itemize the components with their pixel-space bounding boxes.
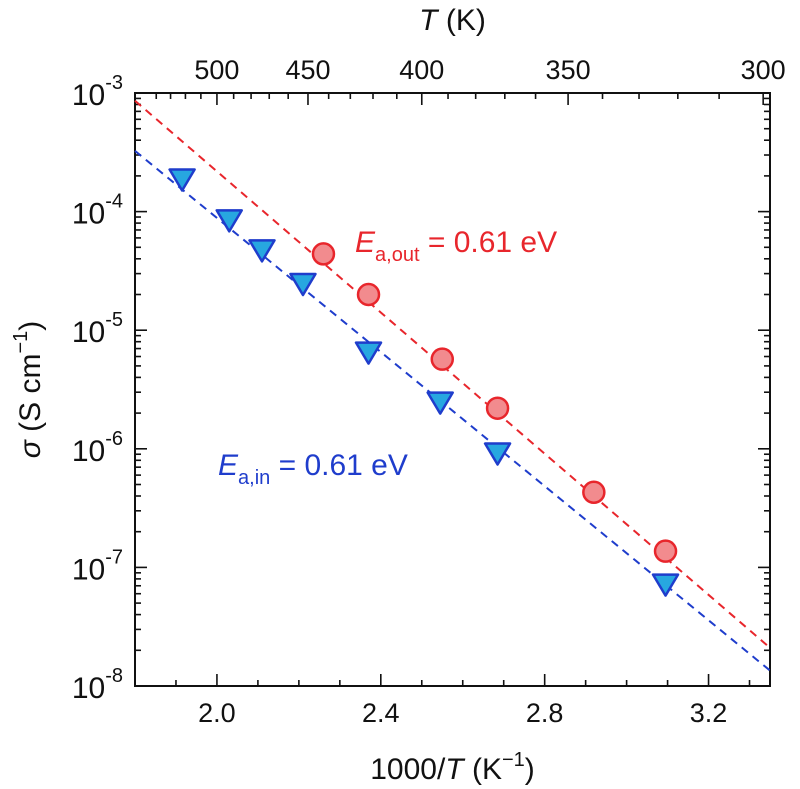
x-tick-label: 2.4 <box>362 698 400 728</box>
data-point-in <box>215 209 243 233</box>
data-point-out <box>653 539 678 563</box>
y-tick-label: 10-8 <box>72 665 123 705</box>
data-point-in <box>483 442 512 466</box>
x-tick-label: 2.0 <box>198 698 236 728</box>
minor-ticks <box>134 93 770 686</box>
data-point-out <box>485 396 510 420</box>
y-tick-label: 10-3 <box>72 72 123 112</box>
plot-frame-layer <box>134 92 771 687</box>
data-markers <box>168 168 680 597</box>
annotation-in: Ea,in = 0.61 eV <box>218 449 408 489</box>
data-point-in <box>248 239 276 263</box>
y-axis-title: σ (S cm−1) <box>10 321 47 459</box>
data-point-in <box>651 573 680 597</box>
data-point-in <box>168 168 196 192</box>
fit-line-in <box>134 150 771 672</box>
top-tick-label: 350 <box>546 55 591 85</box>
data-point-in <box>289 272 317 297</box>
top-axis-title: T (K) <box>419 4 486 37</box>
data-point-out <box>430 347 455 371</box>
x-tick-label: 3.2 <box>690 698 728 728</box>
y-tick-label: 10-7 <box>72 546 123 586</box>
annotation-out: Ea,out = 0.61 eV <box>355 226 557 266</box>
y-tick-label: 10-5 <box>72 309 123 349</box>
fit-lines <box>134 100 771 672</box>
annotations: Ea,out = 0.61 eV Ea,in = 0.61 eV <box>218 226 557 489</box>
y-tick-label: 10-4 <box>72 191 123 231</box>
data-point-out <box>356 282 381 307</box>
top-tick-label: 500 <box>194 55 239 85</box>
top-tick-label: 300 <box>741 55 786 85</box>
top-tick-label: 400 <box>399 55 444 85</box>
data-point-in <box>354 341 383 365</box>
x-axis-title: 1000/T (K−1) <box>370 749 535 786</box>
fit-line-out <box>134 100 771 649</box>
axis-titles: 1000/T (K−1) T (K) σ (S cm−1) <box>10 4 535 786</box>
top-tick-label: 450 <box>285 55 330 85</box>
data-point-out <box>582 480 606 505</box>
data-point-in <box>426 391 454 415</box>
tick-labels: 2.0 2.4 2.8 3.2 10-3 10-4 10-5 10-6 10-7 10-8 500 4… <box>72 55 786 728</box>
data-point-out <box>311 242 336 266</box>
y-tick-label: 10-6 <box>72 428 123 468</box>
x-tick-label: 2.8 <box>526 698 564 728</box>
major-ticks <box>135 92 770 687</box>
plot-frame <box>134 92 771 687</box>
